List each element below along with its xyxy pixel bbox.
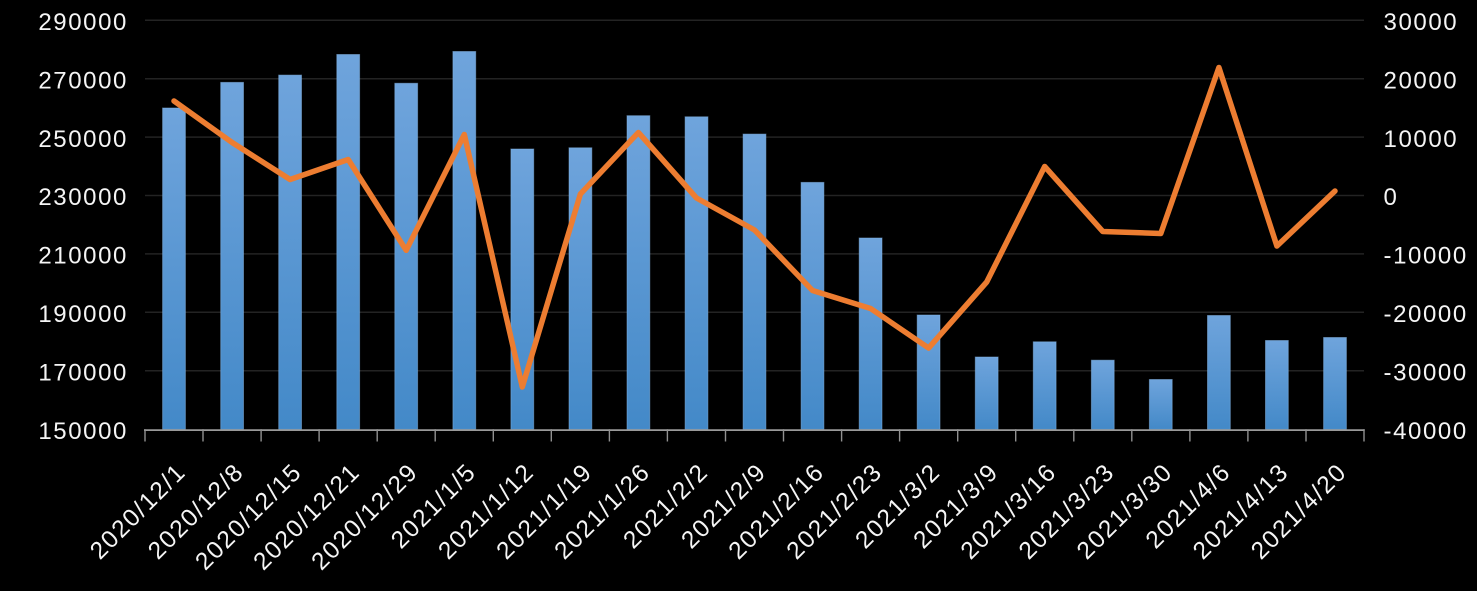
svg-text:210000: 210000	[38, 243, 128, 270]
svg-text:-30000: -30000	[1384, 359, 1468, 386]
svg-text:20000: 20000	[1384, 67, 1459, 94]
svg-text:30000: 30000	[1384, 9, 1459, 36]
svg-text:230000: 230000	[38, 184, 128, 211]
svg-text:-10000: -10000	[1384, 243, 1468, 270]
svg-text:150000: 150000	[38, 418, 128, 445]
svg-text:10000: 10000	[1384, 126, 1459, 153]
svg-text:250000: 250000	[38, 126, 128, 153]
svg-text:0: 0	[1384, 184, 1399, 211]
svg-text:-40000: -40000	[1384, 418, 1468, 445]
svg-text:190000: 190000	[38, 301, 128, 328]
svg-text:270000: 270000	[38, 67, 128, 94]
svg-text:170000: 170000	[38, 359, 128, 386]
svg-text:-20000: -20000	[1384, 301, 1468, 328]
svg-text:290000: 290000	[38, 9, 128, 36]
